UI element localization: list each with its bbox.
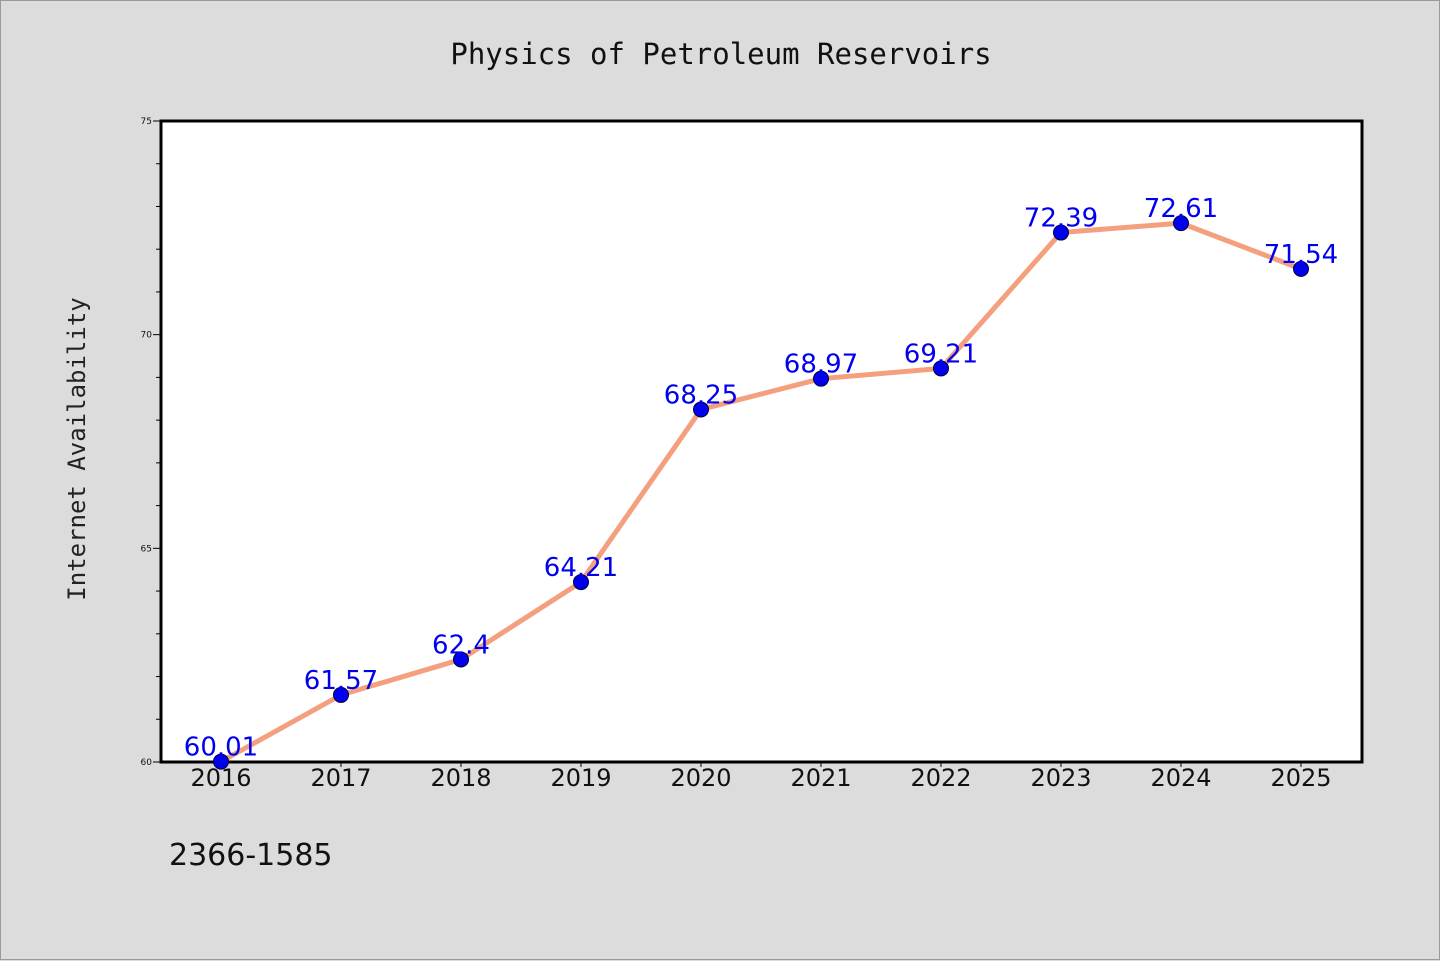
chart-title: Physics of Petroleum Reservoirs bbox=[450, 37, 991, 71]
y-tick-label: 65 bbox=[141, 544, 152, 554]
data-label: 60.01 bbox=[184, 733, 258, 763]
x-tick-label: 2019 bbox=[550, 764, 611, 792]
data-label: 64.21 bbox=[544, 553, 618, 583]
data-point-marker bbox=[213, 753, 229, 770]
x-tick-label: 2020 bbox=[670, 764, 731, 792]
data-point-marker bbox=[1293, 260, 1309, 277]
x-tick-label: 2018 bbox=[430, 764, 491, 792]
data-label: 72.39 bbox=[1024, 204, 1098, 234]
data-label: 62.4 bbox=[432, 630, 490, 660]
data-label: 71.54 bbox=[1264, 240, 1338, 270]
y-axis: 60 65 70 75 bbox=[141, 117, 161, 768]
y-tick-label: 75 bbox=[141, 117, 152, 127]
data-label: 68.25 bbox=[664, 380, 738, 410]
x-tick-label: 2017 bbox=[310, 764, 371, 792]
x-tick-label: 2021 bbox=[790, 764, 851, 792]
plot-area bbox=[159, 119, 1364, 764]
y-tick-label: 70 bbox=[141, 331, 153, 341]
data-point-marker bbox=[1173, 215, 1189, 232]
data-point-marker bbox=[693, 401, 709, 418]
data-point-marker bbox=[933, 360, 949, 377]
y-axis-label: Internet Availability bbox=[63, 297, 91, 600]
data-point-marker bbox=[453, 651, 469, 668]
data-point-marker bbox=[1053, 224, 1069, 241]
data-point-marker bbox=[333, 686, 349, 703]
x-tick-label: 2025 bbox=[1270, 764, 1331, 792]
footnote-id: 2366-1585 bbox=[169, 838, 333, 873]
data-point-marker bbox=[813, 370, 829, 387]
data-label: 69.21 bbox=[904, 339, 978, 369]
x-tick-label: 2024 bbox=[1150, 764, 1211, 792]
data-point-marker bbox=[573, 574, 589, 591]
x-tick-label: 2023 bbox=[1030, 764, 1091, 792]
series-line bbox=[218, 220, 1304, 765]
series-group: 60.01 61.57 62.4 64.21 68.25 68.97 69.21 72.39 7… bbox=[184, 194, 1338, 770]
data-label: 72.61 bbox=[1144, 194, 1218, 224]
x-axis: 2016 2017 2018 2019 2020 2021 2022 2023 2024 2025 bbox=[190, 762, 1332, 792]
y-tick-label: 60 bbox=[141, 758, 153, 768]
data-label: 68.97 bbox=[784, 350, 858, 380]
x-tick-label: 2022 bbox=[910, 764, 971, 792]
data-label: 61.57 bbox=[304, 666, 378, 696]
